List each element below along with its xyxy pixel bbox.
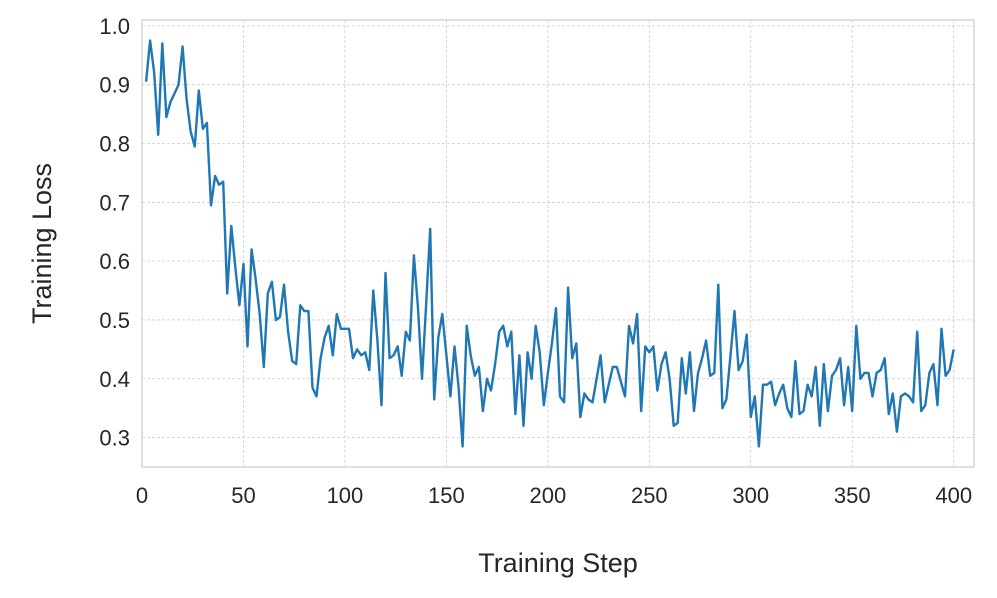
x-tick-label: 300: [732, 483, 769, 508]
y-tick-label: 0.3: [99, 426, 130, 451]
x-tick-label: 150: [428, 483, 465, 508]
y-tick-label: 0.4: [99, 367, 130, 392]
y-tick-label: 0.9: [99, 73, 130, 98]
y-tick-label: 0.5: [99, 308, 130, 333]
x-tick-label: 100: [327, 483, 364, 508]
x-axis-label: Training Step: [478, 548, 638, 578]
x-tick-labels: 0 50 100 150 200 250 300 350 400: [136, 483, 972, 508]
y-axis-label: Training Loss: [27, 163, 57, 324]
y-tick-label: 0.8: [99, 132, 130, 157]
y-tick-label: 0.7: [99, 190, 130, 215]
x-gridlines: [141, 20, 955, 467]
plot-frame: [141, 19, 975, 468]
loss-series-line: [144, 39, 955, 448]
x-tick-label: 400: [935, 483, 972, 508]
x-tick-label: 350: [834, 483, 871, 508]
x-tick-label: 200: [529, 483, 566, 508]
x-tick-label: 0: [136, 483, 148, 508]
y-tick-labels: 0.3 0.4 0.5 0.6 0.7 0.8 0.9 1.0: [99, 14, 130, 451]
y-tick-label: 1.0: [99, 14, 130, 39]
x-tick-label: 250: [631, 483, 668, 508]
x-tick-label: 50: [231, 483, 255, 508]
y-tick-label: 0.6: [99, 249, 130, 274]
